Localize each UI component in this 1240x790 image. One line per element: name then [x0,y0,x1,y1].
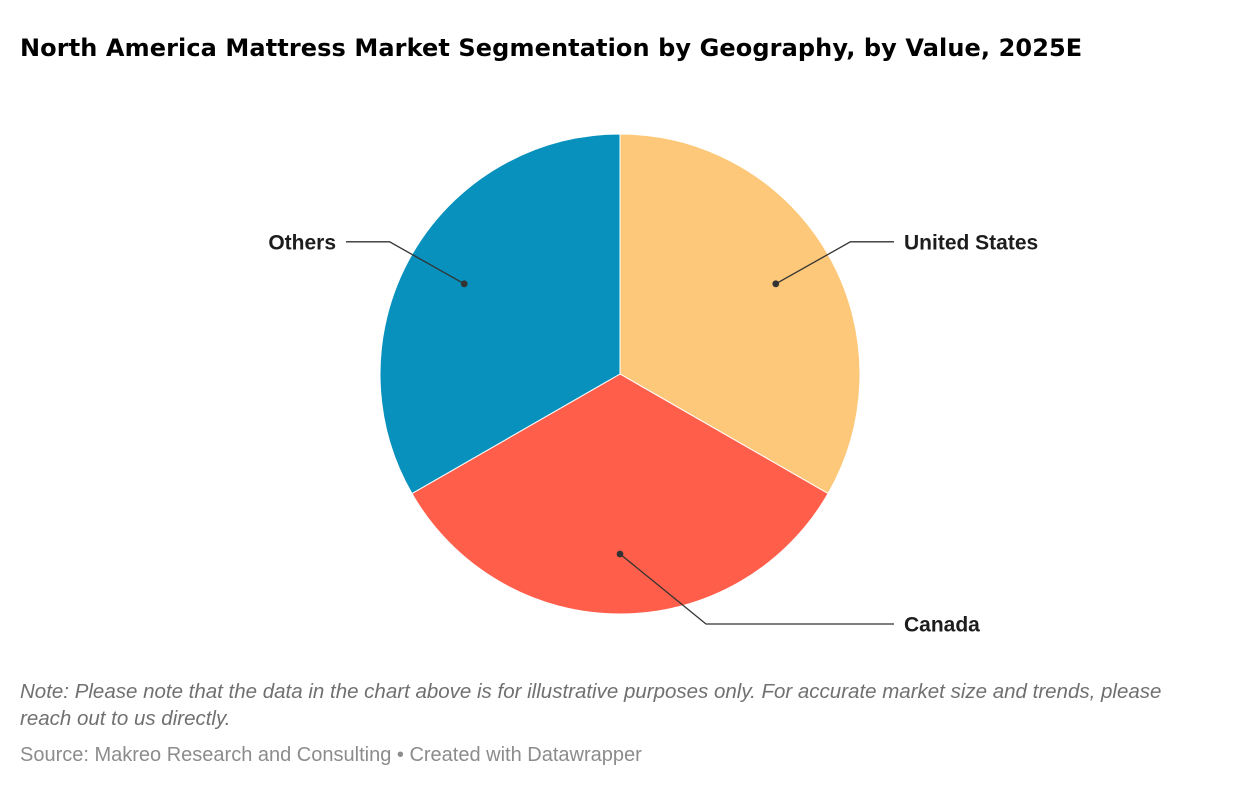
pie-slice-others[interactable] [379,133,621,495]
slice-label-united-states: United States [904,231,1038,254]
leader-line-united-states [775,241,894,285]
source-name[interactable]: Makreo Research and Consulting [94,744,392,766]
slice-label-canada: Canada [904,614,980,637]
leader-line-others [346,241,465,285]
pie-chart: United States Canada Others [268,133,1038,637]
pie-slice-united-states[interactable] [619,133,861,495]
leader-dot-others [460,280,468,288]
chart-note: Note: Please note that the data in the c… [20,680,1162,730]
slice-label-others: Others [268,231,336,254]
chart-source: Source: Makreo Research and Consulting •… [20,744,642,767]
pie-slices [379,133,861,615]
leader-line-canada [619,553,894,625]
datawrapper-credit[interactable]: Created with Datawrapper [409,744,642,766]
slice-labels: United States Canada Others [268,231,1038,636]
leader-dot-united-states [772,280,780,288]
leader-lines [346,241,894,625]
leader-dot-canada [616,550,624,558]
source-separator: • [391,744,410,766]
source-prefix: Source: [20,744,95,766]
chart-title: North America Mattress Market Segmentati… [20,34,1083,62]
